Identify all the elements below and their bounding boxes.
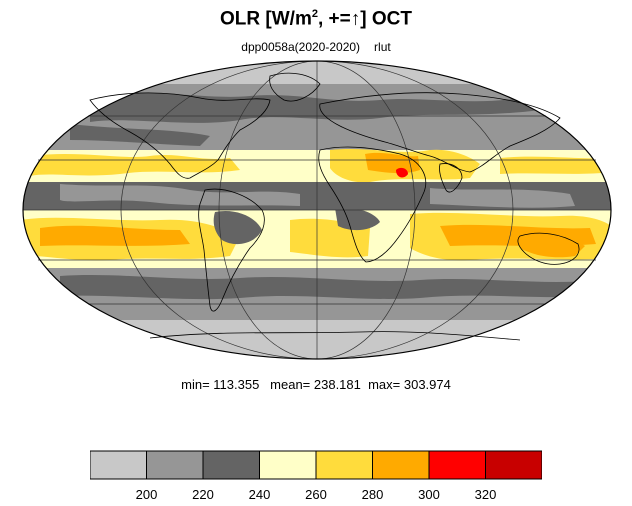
graticule bbox=[23, 60, 611, 360]
patch-australia bbox=[520, 230, 585, 258]
patch-sahara bbox=[30, 154, 240, 176]
title-prefix: OLR [W/m bbox=[220, 8, 312, 30]
plot-title: OLR [W/m2, +=↑] OCT bbox=[0, 8, 632, 30]
colorbar-tick-label: 320 bbox=[474, 487, 497, 502]
colorbar-box bbox=[202, 450, 260, 480]
patch-pacific-north bbox=[500, 156, 611, 174]
patch-warm-pool bbox=[430, 188, 575, 208]
patch-itcz-light bbox=[60, 184, 300, 206]
colorbar-box bbox=[146, 450, 204, 480]
colorbar bbox=[90, 450, 542, 480]
patch-south-dark bbox=[60, 275, 600, 300]
colorbar-tick-label: 220 bbox=[192, 487, 214, 502]
colorbar-tick-label: 300 bbox=[418, 487, 440, 502]
colorbar-tick-label: 260 bbox=[305, 487, 327, 502]
patch-sahara-orange bbox=[365, 152, 420, 174]
patch-amazon-dark bbox=[213, 210, 262, 245]
title-month: ] OCT bbox=[360, 8, 412, 30]
coast-greenland bbox=[269, 72, 321, 102]
subtitle-variable: rlut bbox=[374, 40, 391, 54]
up-arrow-icon: ↑ bbox=[350, 8, 361, 30]
colorbar-box bbox=[485, 450, 542, 480]
colorbar-tick-label: 280 bbox=[361, 487, 384, 502]
subtitle-dataset: dpp0058a(2020-2020) bbox=[241, 40, 361, 54]
colorbar-box bbox=[315, 450, 373, 480]
coast-australia bbox=[517, 232, 580, 265]
coast-south-america bbox=[198, 188, 265, 312]
plot-subtitle: dpp0058a(2020-2020) rlut bbox=[0, 40, 632, 54]
colorbar-box bbox=[259, 450, 317, 480]
coast-north-america bbox=[89, 92, 271, 179]
title-superscript: 2 bbox=[311, 8, 318, 20]
coast-antarctica bbox=[149, 331, 521, 341]
patch-congo-dark bbox=[335, 207, 380, 231]
colorbar-box bbox=[428, 450, 486, 480]
coast-india bbox=[439, 163, 463, 193]
statistics-line: min= 113.355 mean= 238.181 max= 303.974 bbox=[181, 377, 451, 392]
patch-north-dark-2 bbox=[70, 124, 210, 146]
patch-north-dark bbox=[90, 92, 540, 123]
olr-mollweide-map bbox=[22, 60, 612, 360]
globe-outline bbox=[22, 60, 612, 360]
colorbar-tick-label: 240 bbox=[248, 487, 271, 502]
coastlines bbox=[89, 72, 580, 341]
field-layer bbox=[23, 61, 611, 359]
colorbar-tick-label: 200 bbox=[135, 487, 158, 502]
coast-eurasia bbox=[319, 92, 561, 173]
colorbar-box bbox=[372, 450, 430, 480]
title-suffix: , += bbox=[317, 8, 351, 30]
coast-africa bbox=[318, 146, 426, 263]
patch-max-red bbox=[396, 167, 408, 178]
patch-se-pacific-orange bbox=[40, 225, 190, 246]
colorbar-box bbox=[90, 450, 147, 480]
